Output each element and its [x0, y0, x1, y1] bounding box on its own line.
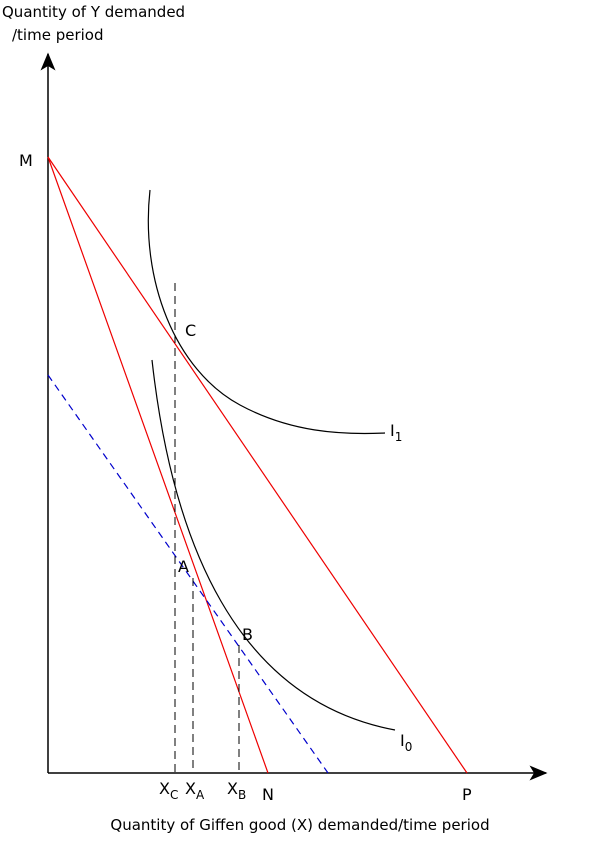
point-label: M: [19, 151, 33, 170]
x-mark-label: XB: [227, 779, 246, 802]
budget-line-mp: [47, 156, 468, 774]
point-label: C: [185, 321, 196, 340]
point-label: N: [262, 785, 274, 804]
indifference-curve-i1: [147, 189, 386, 435]
x-axis-label: Quantity of Giffen good (X) demanded/tim…: [110, 816, 489, 834]
budget-line-mn: [47, 156, 269, 774]
y-axis-label: Quantity of Y demanded: [2, 3, 185, 21]
indifference-curve-i0: [151, 359, 396, 731]
point-label: B: [242, 625, 253, 644]
curve-label: I0: [400, 731, 412, 754]
point-label: P: [462, 785, 472, 804]
x-mark-label: XA: [185, 779, 205, 802]
point-label: A: [178, 557, 189, 576]
x-mark-label: XC: [159, 779, 178, 802]
compensated-budget-line: [47, 374, 329, 774]
y-axis-label: /time period: [12, 26, 104, 44]
curve-label: I1: [390, 421, 402, 444]
